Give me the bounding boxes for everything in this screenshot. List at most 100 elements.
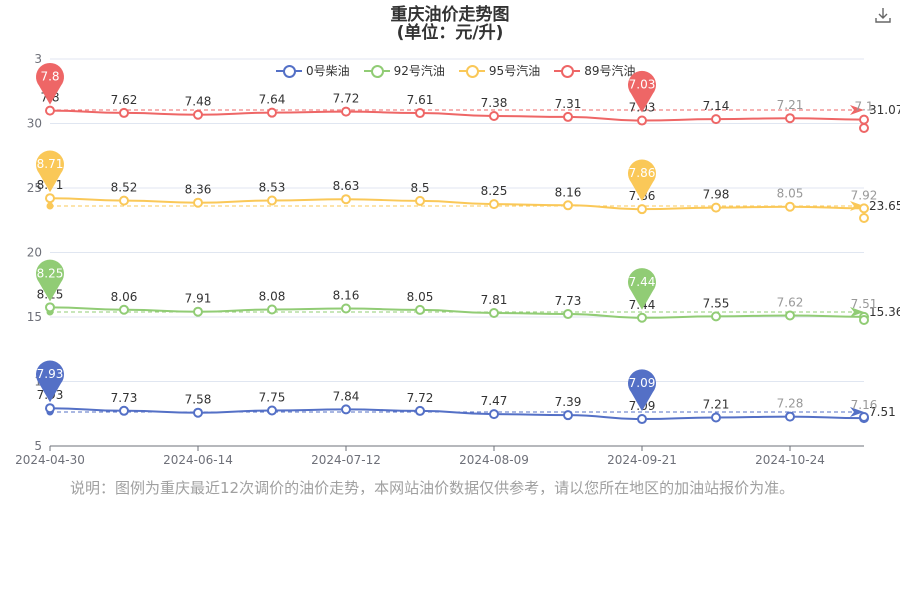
data-point (637, 312, 647, 323)
data-point (45, 403, 55, 414)
legend-item[interactable]: 95号汽油 (458, 62, 541, 79)
data-point (489, 199, 499, 210)
pin-label: 8.71 (37, 157, 64, 171)
pin-shape (628, 369, 657, 412)
data-point (637, 414, 647, 425)
min-pin: 7.44 (628, 268, 657, 310)
pin-shape (36, 360, 65, 403)
data-point (785, 411, 795, 422)
data-label: 8.16 (333, 288, 360, 302)
data-point (489, 111, 499, 122)
series-2: 23.65 8.71 8.52 8.36 8.53 8.63 8.5 8.25 8.16 7.86… (36, 150, 900, 223)
data-label: 7.47 (481, 394, 508, 408)
pin-label: 7.93 (37, 367, 64, 381)
data-point (711, 114, 721, 125)
y-tick-label: 20 (27, 246, 42, 260)
average-label: 15.36 (869, 305, 900, 319)
data-label: 7.39 (555, 395, 582, 409)
data-label: 7.73 (555, 294, 582, 308)
y-tick-label: 15 (27, 310, 42, 324)
legend-label: 89号汽油 (584, 64, 636, 78)
data-label: 7.91 (185, 292, 212, 306)
legend: 0号柴油 92号汽油 95号汽油 89号汽油 (276, 62, 635, 79)
data-point (711, 202, 721, 213)
data-label: 8.53 (259, 181, 286, 195)
data-point (119, 195, 129, 206)
data-label: 7.31 (555, 97, 582, 111)
data-point (267, 195, 277, 206)
data-point (711, 412, 721, 423)
pin-label: 7.86 (629, 166, 656, 180)
data-point (859, 213, 869, 223)
data-point (119, 107, 129, 118)
data-label: 7.55 (703, 296, 730, 310)
data-point (415, 108, 425, 119)
series-3: 31.07 7.8 7.62 7.48 7.64 7.72 7.61 7.38 7.31 7.03… (36, 62, 900, 133)
data-label: 7.64 (259, 93, 286, 107)
pin-label: 7.09 (629, 376, 656, 390)
x-tick-label: 2024-09-21 (607, 453, 677, 467)
pin-shape (628, 268, 657, 310)
average-arrow (850, 105, 864, 115)
download-icon[interactable] (874, 6, 892, 24)
legend-label: 95号汽油 (488, 64, 541, 78)
data-point (785, 310, 795, 321)
data-point (489, 308, 499, 319)
data-label: 8.06 (111, 290, 138, 304)
data-label: 7.92 (851, 188, 878, 202)
data-point (785, 113, 795, 124)
data-point (859, 123, 869, 133)
min-pin: 7.86 (628, 159, 656, 202)
data-label: 8.05 (777, 187, 804, 201)
series-0: 7.51 7.93 7.73 7.58 7.75 7.84 7.72 7.47 7.39 7.09… (36, 360, 896, 425)
data-point (859, 315, 869, 325)
y-tick-label: 25 (27, 181, 42, 195)
data-label: 7.62 (777, 295, 804, 309)
x-tick-label: 2024-06-14 (163, 453, 233, 467)
data-label: 7.62 (111, 93, 138, 107)
legend-item[interactable]: 92号汽油 (363, 62, 445, 79)
max-pin: 7.8 (36, 62, 65, 105)
data-point (637, 204, 647, 215)
legend-item[interactable]: 89号汽油 (554, 62, 635, 79)
y-tick-label: 5 (34, 439, 42, 453)
data-point (859, 114, 869, 125)
data-label: 8.25 (481, 184, 508, 198)
data-point (193, 109, 203, 120)
data-point (859, 203, 869, 214)
data-label: 8.08 (259, 290, 286, 304)
min-pin: 7.09 (628, 369, 657, 412)
data-label: 7.61 (407, 93, 434, 107)
pin-shape (36, 259, 65, 302)
footnote: 说明：图例为重庆最近12次调价的油价走势，本网站油价数据仅供参考，请以您所在地区… (70, 479, 795, 497)
data-label: 7.38 (481, 96, 508, 110)
data-point (859, 412, 869, 422)
data-label: 7.72 (333, 92, 360, 106)
data-point (267, 405, 277, 416)
average-label: 7.51 (869, 405, 896, 419)
data-label: 7.73 (111, 391, 138, 405)
legend-label: 0号柴油 (306, 64, 350, 78)
pin-label: 7.44 (629, 275, 656, 289)
data-label: 7.21 (703, 397, 730, 411)
data-point (563, 111, 573, 122)
data-point (563, 200, 573, 211)
data-label: 7.75 (259, 391, 286, 405)
data-point (637, 115, 647, 126)
pin-label: 7.03 (629, 78, 656, 92)
y-tick-label: 3 (34, 52, 42, 66)
data-point (193, 197, 203, 208)
average-label: 31.07 (869, 103, 900, 117)
series-line (49, 197, 866, 218)
series-line (49, 407, 866, 421)
data-point (563, 410, 573, 421)
x-tick-label: 2024-08-09 (459, 453, 529, 467)
legend-swatch (276, 64, 302, 78)
pin-shape (628, 159, 656, 202)
data-point (415, 195, 425, 206)
max-pin: 8.71 (36, 150, 65, 193)
data-label: 7.48 (185, 95, 212, 109)
chart-title: 重庆油价走势图 (390, 5, 510, 25)
legend-item[interactable]: 0号柴油 (276, 62, 350, 79)
